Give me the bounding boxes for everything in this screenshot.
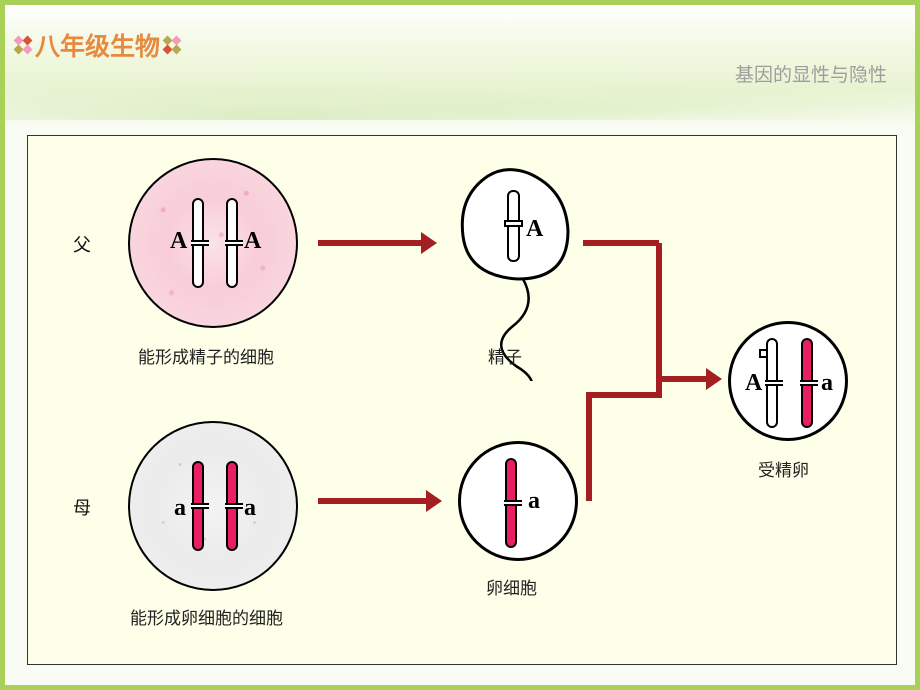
diagram-canvas: 父 母 A A 能形成精子的细胞 a a 能形成卵细胞的细胞 A 精子 a 卵细… bbox=[27, 135, 897, 665]
mother-cell-caption: 能形成卵细胞的细胞 bbox=[130, 604, 283, 629]
father-label: 父 bbox=[73, 231, 91, 257]
arrow-father-to-sperm bbox=[318, 240, 423, 246]
decor-diamonds-right bbox=[164, 37, 180, 53]
father-allele-right: A bbox=[244, 228, 261, 255]
mother-label: 母 bbox=[73, 494, 91, 520]
page-subtitle: 基因的显性与隐性 bbox=[735, 60, 887, 87]
father-chrom-right bbox=[226, 198, 238, 288]
connector-egg-h bbox=[586, 392, 662, 398]
mother-germ-cell: a a bbox=[128, 421, 298, 591]
mother-chrom-right bbox=[226, 461, 238, 551]
fert-allele-right: a bbox=[821, 370, 833, 397]
decor-diamonds-left bbox=[15, 37, 31, 53]
connector-egg-v bbox=[586, 392, 592, 501]
father-chrom-left bbox=[192, 198, 204, 288]
connector-vertical bbox=[656, 243, 662, 398]
mother-chrom-left bbox=[192, 461, 204, 551]
egg-chrom bbox=[505, 458, 517, 548]
fert-chrom-mother bbox=[801, 338, 813, 428]
sperm-cell bbox=[438, 161, 618, 381]
sperm-caption: 精子 bbox=[488, 343, 522, 368]
slide-header: 八年级生物 基因的显性与隐性 bbox=[5, 5, 915, 125]
fert-small-marker bbox=[759, 349, 768, 358]
fertilized-caption: 受精卵 bbox=[758, 456, 809, 481]
egg-allele: a bbox=[528, 488, 540, 515]
page-title: 八年级生物 bbox=[35, 27, 160, 63]
connector-sperm-h bbox=[583, 240, 659, 246]
father-allele-left: A bbox=[170, 228, 187, 255]
mother-allele-left: a bbox=[174, 495, 186, 522]
egg-cell: a bbox=[458, 441, 578, 561]
father-cell-caption: 能形成精子的细胞 bbox=[138, 343, 274, 368]
father-germ-cell: A A bbox=[128, 158, 298, 328]
mother-allele-right: a bbox=[244, 495, 256, 522]
fert-allele-left: A bbox=[745, 370, 762, 397]
arrow-mother-to-egg bbox=[318, 498, 428, 504]
sperm-allele: A bbox=[526, 216, 543, 243]
egg-caption: 卵细胞 bbox=[486, 574, 537, 599]
title-badge: 八年级生物 bbox=[15, 27, 180, 63]
arrow-to-fertilized bbox=[656, 376, 708, 382]
fertilized-egg-cell: A a bbox=[728, 321, 848, 441]
